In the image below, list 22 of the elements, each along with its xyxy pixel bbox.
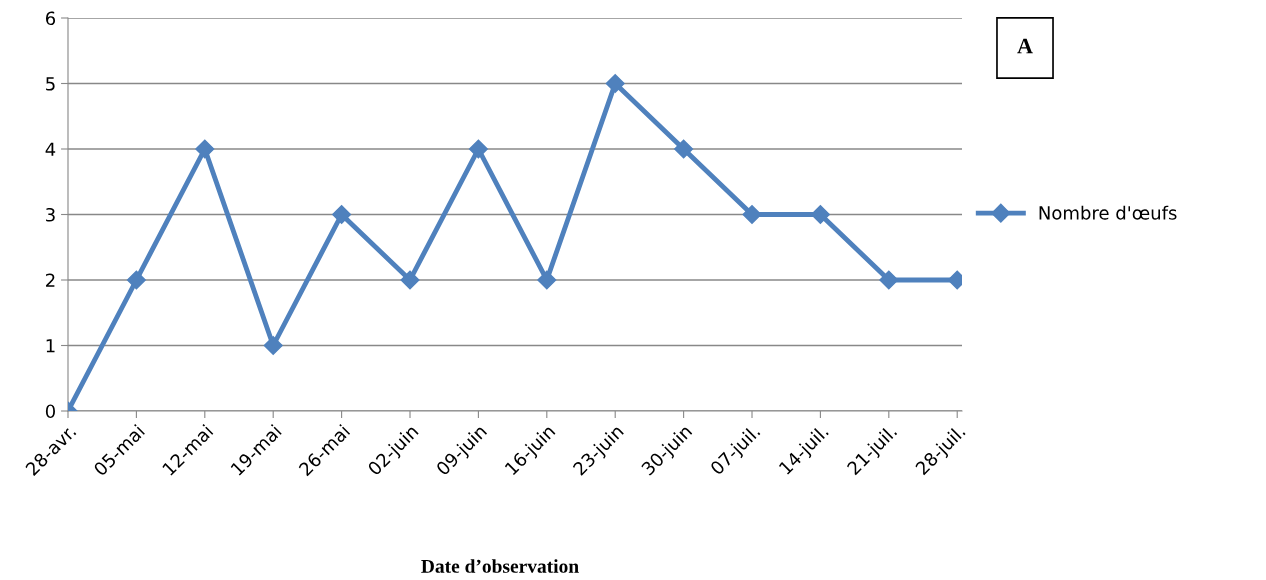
y-tick-label: 6 [45, 11, 56, 26]
point [126, 270, 146, 290]
point [810, 204, 830, 225]
point [400, 270, 420, 290]
point [605, 73, 625, 94]
legend-label: Nombre d'œufs [1039, 205, 1177, 220]
point [537, 270, 557, 290]
y-tick-label: 3 [46, 207, 55, 222]
point [263, 335, 283, 356]
y-tick-label: 0 [45, 404, 55, 419]
y-tick-label: 5 [46, 77, 55, 91]
point [332, 204, 352, 225]
point [879, 270, 899, 290]
point [742, 204, 762, 225]
point [195, 139, 215, 159]
point [468, 139, 488, 159]
point [674, 139, 694, 159]
y-tick-label: 4 [45, 142, 56, 156]
y-tick-label: 1 [46, 339, 55, 353]
x-axis-title: Date d’observation [421, 559, 579, 573]
text: A [1017, 38, 1033, 54]
y-tick-label: 2 [46, 273, 55, 287]
